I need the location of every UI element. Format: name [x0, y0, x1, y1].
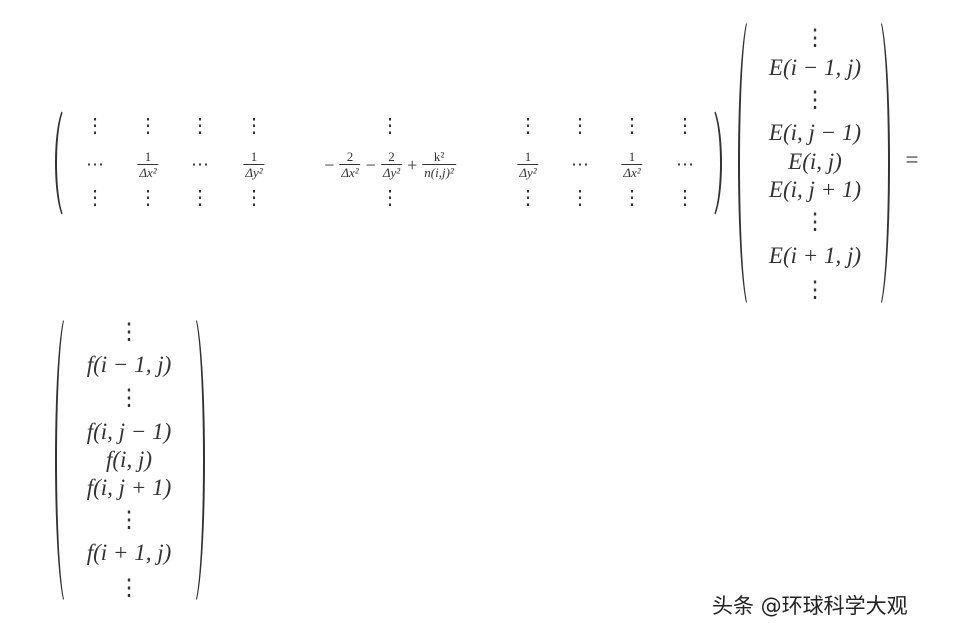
- vertical-dots: ⋮: [138, 187, 158, 209]
- vector-f-right-paren: [185, 312, 205, 608]
- denominator: Δy²: [517, 164, 539, 180]
- vertical-dots: ⋮: [570, 187, 590, 209]
- vector-f-entry: f(i, j + 1): [86, 475, 172, 500]
- math-symbol: +: [407, 154, 418, 175]
- numerator: 2: [346, 149, 354, 164]
- denominator: Δy²: [380, 164, 403, 180]
- vector-f-entry: f(i − 1, j): [86, 352, 172, 377]
- vertical-dots: ⋮: [190, 115, 210, 137]
- denominator: n(i,j)²: [422, 164, 456, 180]
- fraction: 1 Δx²: [137, 149, 159, 180]
- vector-e-right-paren: [870, 15, 890, 311]
- matrix-cell: ⋯: [86, 155, 104, 176]
- fraction: 2 Δy²: [380, 149, 403, 180]
- numerator: 1: [628, 149, 636, 164]
- fraction: 2 Δx²: [339, 149, 361, 180]
- vector-e-entry: E(i + 1, j): [768, 243, 862, 268]
- equals-sign: =: [905, 147, 919, 172]
- vertical-dots: ⋮: [675, 115, 695, 137]
- vertical-dots: ⋮: [244, 187, 264, 209]
- math-symbol: −: [324, 154, 335, 175]
- vertical-dots: ⋮: [518, 187, 538, 209]
- vector-f-entry: ⋮: [117, 385, 141, 410]
- fraction: 1 Δx²: [621, 149, 643, 180]
- denominator: Δx²: [339, 164, 361, 180]
- vector-f-entry: f(i, j): [106, 447, 152, 472]
- numerator: k²: [433, 149, 445, 164]
- matrix-cell: 1 Δx²: [621, 149, 643, 180]
- matrix-cell: 1 Δy²: [517, 149, 539, 180]
- matrix-cell: ⋯: [191, 155, 209, 176]
- math-symbol: ⋯: [571, 154, 589, 175]
- vertical-dots: ⋮: [138, 115, 158, 137]
- vertical-dots: ⋮: [570, 115, 590, 137]
- vertical-dots: ⋮: [622, 115, 642, 137]
- vector-e-entry: E(i − 1, j): [768, 55, 862, 80]
- vertical-dots: ⋮: [518, 115, 538, 137]
- matrix-left-paren: [55, 105, 75, 221]
- vector-e-entry: ⋮: [803, 87, 827, 112]
- denominator: Δx²: [137, 164, 159, 180]
- vector-e-entry: E(i, j − 1): [768, 120, 862, 145]
- vector-e-entry: ⋮: [803, 277, 827, 302]
- vertical-dots: ⋮: [190, 187, 210, 209]
- denominator: Δy²: [243, 164, 265, 180]
- math-symbol: ⋯: [191, 154, 209, 175]
- matrix-cell: −2 Δx² −2 Δy² + k² n(i,j)²: [324, 150, 456, 180]
- numerator: 2: [388, 149, 395, 164]
- math-symbol: −: [365, 154, 376, 175]
- vertical-dots: ⋮: [244, 115, 264, 137]
- vector-e-entry: E(i, j + 1): [768, 177, 862, 202]
- vector-f-entry: ⋮: [117, 507, 141, 532]
- vector-e-left-paren: [738, 15, 758, 311]
- vertical-dots: ⋮: [85, 115, 105, 137]
- math-symbol: ⋯: [86, 154, 104, 175]
- numerator: 1: [250, 149, 258, 164]
- fraction: 1 Δy²: [517, 149, 539, 180]
- fraction: 1 Δy²: [243, 149, 265, 180]
- matrix-cell: ⋯: [571, 155, 589, 176]
- matrix-cell: ⋯: [676, 155, 694, 176]
- math-symbol: ⋯: [676, 154, 694, 175]
- watermark: 头条 @环球科学大观: [712, 594, 908, 618]
- vertical-dots: ⋮: [380, 115, 400, 137]
- matrix-cell: 1 Δx²: [137, 149, 159, 180]
- vector-f-entry: ⋮: [117, 319, 141, 344]
- numerator: 1: [524, 149, 532, 164]
- vertical-dots: ⋮: [622, 187, 642, 209]
- vector-f-entry: f(i + 1, j): [86, 540, 172, 565]
- vertical-dots: ⋮: [85, 187, 105, 209]
- vector-e-entry: E(i, j): [788, 149, 842, 174]
- vector-e-entry: ⋮: [803, 209, 827, 234]
- numerator: 1: [144, 149, 152, 164]
- vector-f-entry: ⋮: [117, 575, 141, 600]
- vertical-dots: ⋮: [675, 187, 695, 209]
- vector-f-entry: f(i, j − 1): [86, 419, 172, 444]
- vector-f-left-paren: [55, 312, 75, 608]
- matrix-cell: 1 Δy²: [243, 149, 265, 180]
- denominator: Δx²: [621, 164, 643, 180]
- fraction: k² n(i,j)²: [422, 150, 456, 180]
- vertical-dots: ⋮: [380, 187, 400, 209]
- vector-e-entry: ⋮: [803, 25, 827, 50]
- matrix-right-paren: [702, 105, 722, 221]
